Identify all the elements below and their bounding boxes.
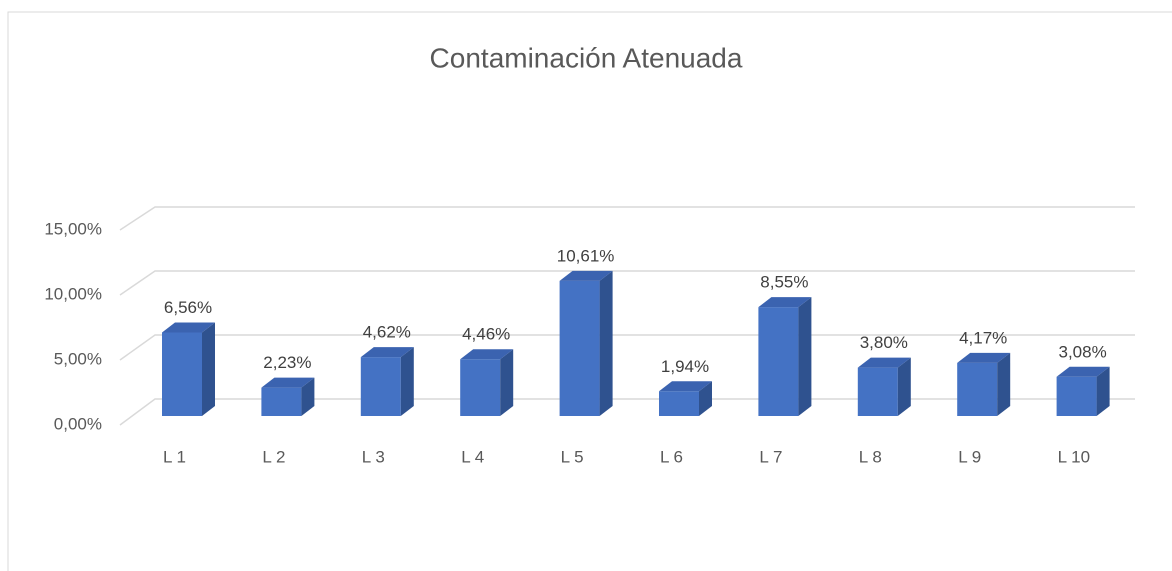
bar-top <box>957 352 1011 363</box>
x-tick-label: L 4 <box>461 447 484 466</box>
data-label: 8,55% <box>760 273 808 292</box>
bar-side <box>1096 366 1110 416</box>
bar <box>460 349 514 416</box>
bar-top <box>360 347 414 358</box>
bar <box>857 357 911 416</box>
bar-front <box>857 367 898 416</box>
bar-top <box>162 322 215 333</box>
bar-side <box>897 357 911 416</box>
data-label: 4,17% <box>959 328 1007 347</box>
x-tick-label: L 9 <box>958 447 981 466</box>
x-tick-label: L 5 <box>561 447 584 466</box>
x-tick-label: L 10 <box>1058 447 1090 466</box>
grid-line <box>119 206 1135 231</box>
bar <box>559 270 613 416</box>
x-tick-label: L 1 <box>163 447 186 466</box>
bar-top <box>857 357 911 368</box>
bar <box>261 377 315 416</box>
bar <box>360 347 414 416</box>
bar <box>659 381 712 416</box>
bar-front <box>659 391 699 416</box>
data-label: 4,62% <box>363 323 411 342</box>
bar-front <box>957 362 998 416</box>
bar-top <box>559 270 613 281</box>
x-tick-label: L 6 <box>660 447 683 466</box>
bar-front <box>559 280 600 416</box>
bar-top <box>261 377 315 388</box>
x-tick-label: L 8 <box>859 447 882 466</box>
data-label: 2,23% <box>263 353 311 372</box>
bar-front <box>162 332 202 416</box>
bar <box>162 322 215 416</box>
data-label: 3,80% <box>860 333 908 352</box>
bar <box>1056 366 1110 416</box>
y-tick-label: 5,00% <box>54 349 102 368</box>
bar <box>957 352 1011 416</box>
y-tick-label: 15,00% <box>44 219 102 238</box>
bar-front <box>261 387 302 416</box>
bar-front <box>360 357 401 416</box>
data-label: 3,08% <box>1058 342 1106 361</box>
bar-side <box>798 297 812 416</box>
grid-line <box>119 270 1135 296</box>
bar-side <box>301 377 315 416</box>
bar-side <box>400 347 414 416</box>
bar-front <box>1056 376 1097 416</box>
bar-top <box>1056 366 1110 377</box>
data-label: 6,56% <box>164 298 212 317</box>
y-tick-label: 10,00% <box>44 284 102 303</box>
chart-title: Contaminación Atenuada <box>430 42 743 73</box>
bar-front <box>758 307 799 416</box>
data-label: 1,94% <box>661 357 709 376</box>
bar-top <box>758 297 812 308</box>
bar-top <box>659 381 712 392</box>
data-label: 10,61% <box>557 246 615 265</box>
y-tick-label: 0,00% <box>54 414 102 433</box>
bar-side <box>699 381 712 416</box>
x-tick-label: L 3 <box>362 447 385 466</box>
bar-front <box>460 359 501 416</box>
bar-side <box>500 349 514 416</box>
data-label: 4,46% <box>462 325 510 344</box>
x-tick-label: L 2 <box>262 447 285 466</box>
bar-side <box>202 322 215 416</box>
bar-side <box>997 352 1011 416</box>
bar-top <box>460 349 514 360</box>
x-tick-label: L 7 <box>759 447 782 466</box>
bar <box>758 297 812 416</box>
bar-side <box>599 270 613 416</box>
